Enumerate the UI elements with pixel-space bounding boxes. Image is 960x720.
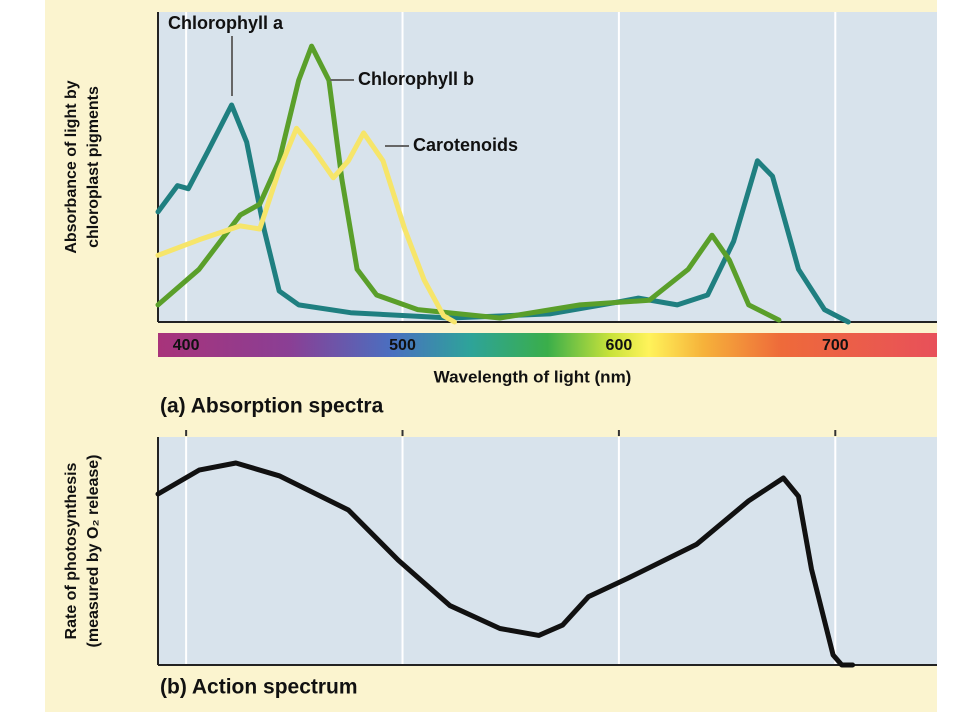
series-label: Chlorophyll b (358, 69, 474, 89)
y-axis-label: (measured by O₂ release) (85, 455, 102, 648)
series-label: Carotenoids (413, 135, 518, 155)
y-axis-label: Absorbance of light by (63, 80, 80, 253)
series-label: Chlorophyll a (168, 13, 284, 33)
series-line (155, 43, 782, 323)
series-line (155, 125, 457, 325)
x-tick-label: 400 (173, 337, 200, 354)
y-axis-label: Rate of photosynthesis (63, 462, 80, 639)
plot-background (158, 12, 937, 322)
series-line (155, 460, 856, 668)
chart-title: (a) Absorption spectra (160, 395, 384, 418)
x-tick-label: 600 (606, 337, 633, 354)
x-axis-label: Wavelength of light (nm) (434, 367, 632, 386)
spectrum-bar (158, 333, 937, 357)
x-tick-label: 500 (389, 337, 416, 354)
x-tick-label: 700 (822, 337, 849, 354)
chart-title: (b) Action spectrum (160, 676, 358, 699)
y-axis-label: chloroplast pigments (85, 86, 102, 248)
